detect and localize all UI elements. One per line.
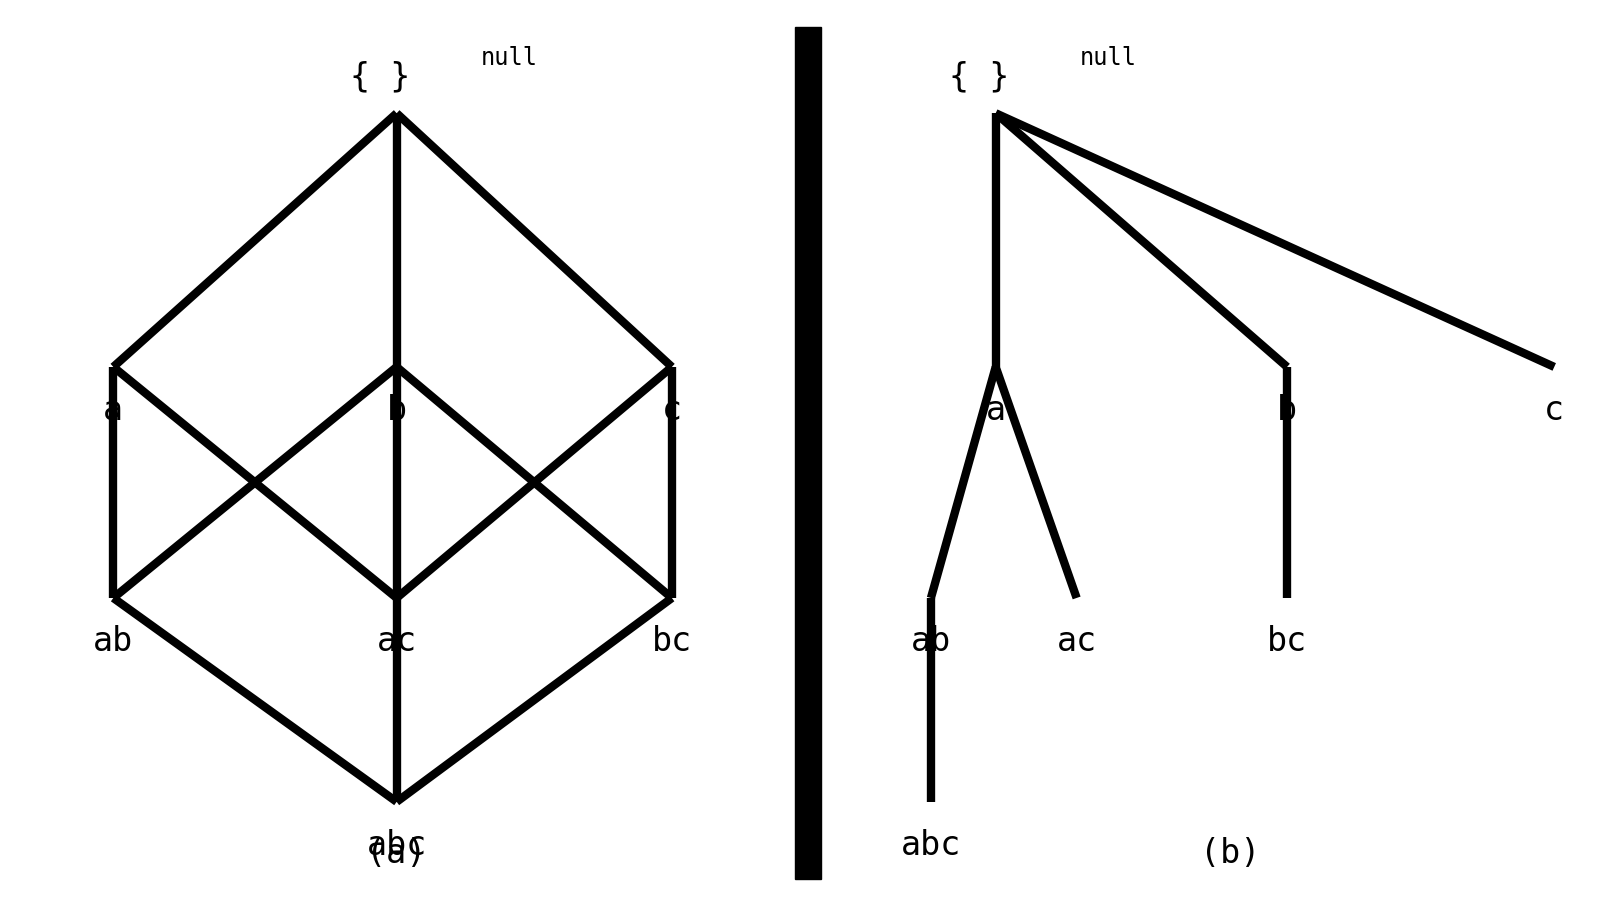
Text: null: null <box>1080 46 1137 70</box>
Text: { }: { } <box>350 61 411 93</box>
Text: b: b <box>387 394 406 427</box>
Text: (b): (b) <box>1200 837 1261 870</box>
Text: a: a <box>986 394 1005 427</box>
Text: ac: ac <box>1057 625 1096 658</box>
Text: abc: abc <box>900 829 962 862</box>
Text: ab: ab <box>911 625 950 658</box>
Bar <box>795 27 821 879</box>
Text: bc: bc <box>1268 625 1307 658</box>
Text: ac: ac <box>377 625 416 658</box>
Text: (a): (a) <box>366 837 427 870</box>
Text: b: b <box>1277 394 1297 427</box>
Text: ab: ab <box>94 625 133 658</box>
Text: a: a <box>104 394 123 427</box>
Text: c: c <box>662 394 682 427</box>
Text: bc: bc <box>652 625 691 658</box>
Text: { }: { } <box>949 61 1010 93</box>
Text: null: null <box>481 46 538 70</box>
Text: abc: abc <box>366 829 427 862</box>
Text: c: c <box>1545 394 1564 427</box>
